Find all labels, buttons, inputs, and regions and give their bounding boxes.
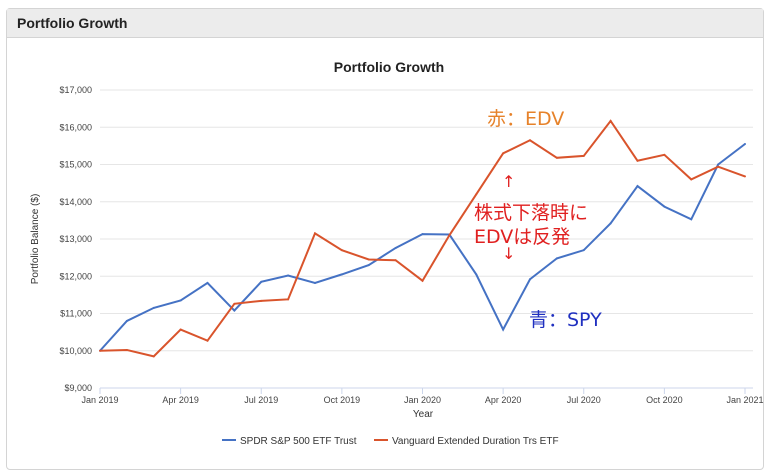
data-point[interactable] xyxy=(529,278,531,281)
data-point[interactable] xyxy=(287,298,290,301)
data-point[interactable] xyxy=(125,319,128,322)
data-point[interactable] xyxy=(179,299,182,302)
up-arrow-annotation: ↑ xyxy=(502,172,516,191)
data-point[interactable] xyxy=(502,328,505,331)
data-point[interactable] xyxy=(690,178,693,181)
data-point[interactable] xyxy=(367,264,370,267)
data-point[interactable] xyxy=(448,234,451,237)
data-point[interactable] xyxy=(314,232,316,235)
data-point[interactable] xyxy=(233,309,236,312)
data-point[interactable] xyxy=(717,165,720,168)
data-point[interactable] xyxy=(744,143,746,146)
chart-title: Portfolio Growth xyxy=(334,59,444,75)
y-tick-label: $17,000 xyxy=(59,85,92,95)
data-point[interactable] xyxy=(314,281,316,284)
data-point[interactable] xyxy=(582,249,585,252)
panel-header: Portfolio Growth xyxy=(7,9,763,38)
legend: SPDR S&P 500 ETF Trust Vanguard Extended… xyxy=(222,436,559,447)
data-point[interactable] xyxy=(260,280,263,283)
x-tick-label: Jul 2020 xyxy=(567,395,601,405)
spy-annotation: 青：SPY xyxy=(529,309,602,331)
y-tick-label: $14,000 xyxy=(59,197,92,207)
data-point[interactable] xyxy=(99,349,101,352)
data-point[interactable] xyxy=(421,233,424,236)
x-tick-label: Apr 2019 xyxy=(162,395,199,405)
data-point[interactable] xyxy=(206,281,209,284)
data-point[interactable] xyxy=(636,185,639,188)
data-point[interactable] xyxy=(475,273,478,276)
data-point[interactable] xyxy=(152,355,155,358)
data-point[interactable] xyxy=(744,175,746,178)
data-point[interactable] xyxy=(260,299,263,302)
data-point[interactable] xyxy=(125,349,128,352)
data-point[interactable] xyxy=(582,154,585,157)
data-point[interactable] xyxy=(555,156,558,159)
edv-annotation: 赤：EDV xyxy=(487,108,565,130)
legend-label-edv[interactable]: Vanguard Extended Duration Trs ETF xyxy=(392,436,559,447)
y-tick-label: $10,000 xyxy=(59,346,92,356)
data-point[interactable] xyxy=(636,159,639,162)
data-point[interactable] xyxy=(529,139,531,142)
data-point[interactable] xyxy=(340,249,343,252)
data-point[interactable] xyxy=(555,257,558,260)
x-tick-label: Apr 2020 xyxy=(485,395,522,405)
x-tick-label: Oct 2020 xyxy=(646,395,683,405)
data-point[interactable] xyxy=(179,328,182,331)
portfolio-growth-chart: Portfolio Growth Portfolio Balance ($) Y… xyxy=(30,59,764,447)
series-line-spy[interactable] xyxy=(99,143,746,352)
data-point[interactable] xyxy=(206,339,209,342)
note-annotation-line2: EDVは反発 xyxy=(474,226,571,248)
note-annotation-line1: 株式下落時に xyxy=(474,202,589,224)
data-point[interactable] xyxy=(475,193,478,196)
data-point[interactable] xyxy=(663,205,666,208)
data-point[interactable] xyxy=(690,218,693,221)
x-tick-label: Jan 2020 xyxy=(404,395,441,405)
data-point[interactable] xyxy=(663,153,666,156)
legend-label-spy[interactable]: SPDR S&P 500 ETF Trust xyxy=(240,436,357,447)
data-point[interactable] xyxy=(609,119,612,122)
data-point[interactable] xyxy=(609,222,612,225)
data-point[interactable] xyxy=(394,259,397,262)
data-point[interactable] xyxy=(421,279,424,282)
x-tick-label: Jul 2019 xyxy=(244,395,278,405)
data-point[interactable] xyxy=(340,273,343,276)
y-tick-label: $13,000 xyxy=(59,234,92,244)
data-point[interactable] xyxy=(502,152,505,155)
data-point[interactable] xyxy=(287,274,290,277)
x-tick-label: Jan 2019 xyxy=(81,395,118,405)
y-tick-label: $16,000 xyxy=(59,122,92,132)
x-tick-label: Oct 2019 xyxy=(324,395,361,405)
y-tick-label: $9,000 xyxy=(64,383,92,393)
x-axis-label: Year xyxy=(413,409,434,420)
y-tick-label: $12,000 xyxy=(59,271,92,281)
portfolio-panel: Portfolio Growth xyxy=(6,8,764,470)
data-point[interactable] xyxy=(233,302,236,305)
y-axis-label: Portfolio Balance ($) xyxy=(30,194,41,285)
data-point[interactable] xyxy=(717,163,720,166)
data-point[interactable] xyxy=(367,258,370,261)
y-tick-label: $11,000 xyxy=(60,309,92,319)
data-point[interactable] xyxy=(394,246,397,249)
y-tick-label: $15,000 xyxy=(59,160,92,170)
down-arrow-annotation: ↓ xyxy=(502,244,516,263)
x-tick-label: Jan 2021 xyxy=(726,395,763,405)
data-point[interactable] xyxy=(152,306,155,309)
